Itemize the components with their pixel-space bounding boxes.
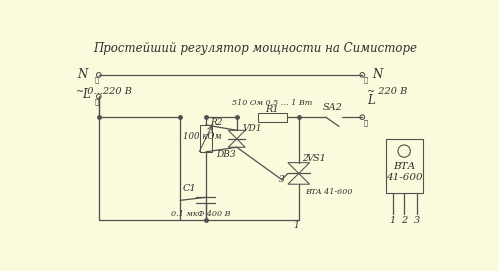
Text: 0.1 мкФ 400 В: 0.1 мкФ 400 В xyxy=(171,210,231,218)
Text: 1: 1 xyxy=(389,216,396,225)
Text: DB3: DB3 xyxy=(217,150,236,159)
Text: Простейший регулятор мощности на Симисторе: Простейший регулятор мощности на Симисто… xyxy=(93,42,417,55)
Text: VD1: VD1 xyxy=(243,124,262,133)
Text: SA2: SA2 xyxy=(323,104,343,112)
Text: VS1: VS1 xyxy=(306,154,326,163)
Text: 510 Ом 0.5 … 1 Вт: 510 Ом 0.5 … 1 Вт xyxy=(232,99,312,107)
Text: BTA 41-600: BTA 41-600 xyxy=(305,188,352,196)
Text: ∅: ∅ xyxy=(363,76,368,83)
Text: 2: 2 xyxy=(401,216,407,225)
Text: ВТА: ВТА xyxy=(393,162,415,171)
Bar xyxy=(258,112,287,122)
Text: R2: R2 xyxy=(211,118,223,127)
Text: R1: R1 xyxy=(265,105,279,114)
Text: 41-600: 41-600 xyxy=(386,173,423,182)
Text: ∅: ∅ xyxy=(95,98,99,106)
Text: 3: 3 xyxy=(278,175,284,184)
Text: L: L xyxy=(367,94,375,107)
Bar xyxy=(200,125,212,152)
Text: ∅: ∅ xyxy=(363,119,368,127)
Text: ∅: ∅ xyxy=(94,76,99,83)
Text: 1: 1 xyxy=(293,221,299,230)
Text: C1: C1 xyxy=(183,183,196,193)
Text: 100 кОм: 100 кОм xyxy=(183,132,222,141)
Text: ~ 0...220 В: ~ 0...220 В xyxy=(75,86,131,96)
Text: N: N xyxy=(372,67,383,80)
Bar xyxy=(386,139,423,193)
Text: 3: 3 xyxy=(414,216,420,225)
Text: L: L xyxy=(82,88,89,101)
Text: 2: 2 xyxy=(302,154,307,163)
Text: ~ 220 В: ~ 220 В xyxy=(367,86,407,96)
Text: N: N xyxy=(78,67,88,80)
